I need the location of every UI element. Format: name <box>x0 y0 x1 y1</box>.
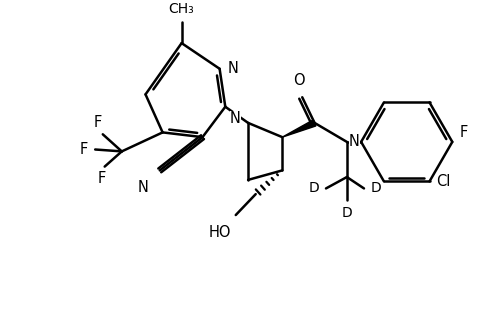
Text: F: F <box>460 125 468 140</box>
Text: D: D <box>342 206 352 220</box>
Text: CH₃: CH₃ <box>168 2 194 16</box>
Text: D: D <box>370 182 382 196</box>
Text: D: D <box>308 182 320 196</box>
Text: F: F <box>80 142 88 157</box>
Text: N: N <box>230 111 240 126</box>
Text: N: N <box>138 180 148 195</box>
Text: HO: HO <box>208 225 231 240</box>
Polygon shape <box>282 120 316 137</box>
Text: F: F <box>94 115 102 130</box>
Text: F: F <box>98 171 106 186</box>
Text: N: N <box>349 134 360 149</box>
Text: Cl: Cl <box>436 174 450 189</box>
Text: N: N <box>227 61 238 76</box>
Text: O: O <box>292 73 304 88</box>
